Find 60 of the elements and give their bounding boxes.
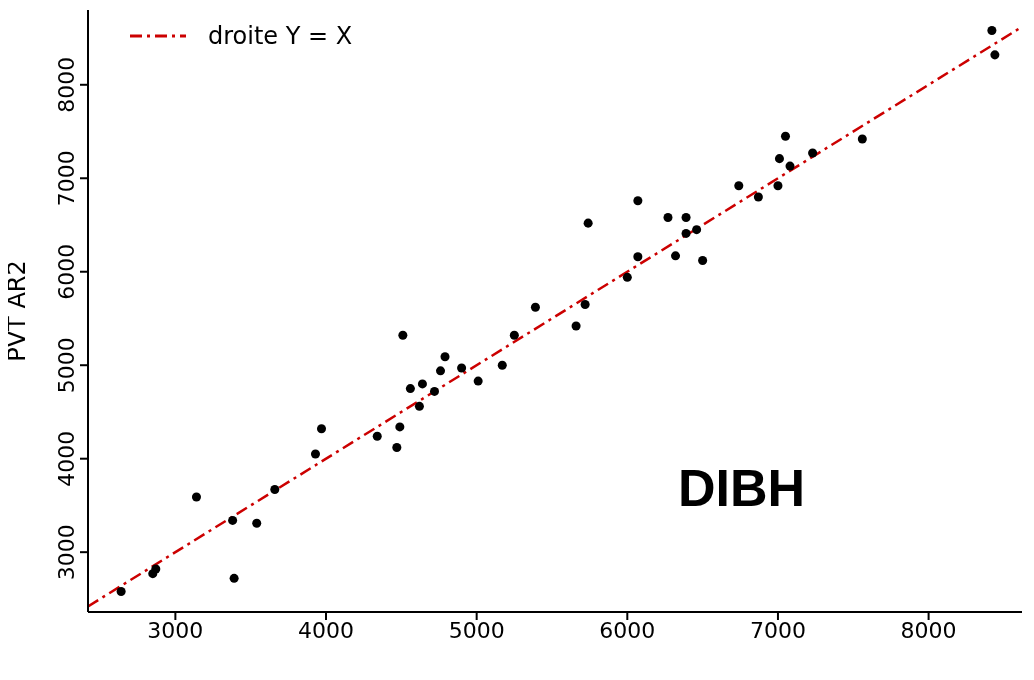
point [583, 218, 593, 228]
point [663, 213, 673, 223]
point [316, 424, 327, 434]
y-tick-label: 3000 [54, 524, 79, 581]
point [457, 363, 467, 373]
point [692, 225, 702, 235]
point [987, 26, 997, 36]
point [808, 148, 818, 158]
point [429, 386, 439, 396]
point [372, 431, 382, 441]
point [753, 192, 763, 202]
point [473, 376, 483, 386]
point [571, 321, 581, 331]
legend-label: droite Y = X [208, 22, 353, 50]
point [698, 256, 708, 266]
point [681, 228, 691, 238]
x-tick-label: 6000 [599, 617, 656, 643]
point [405, 384, 415, 394]
x-tick-label: 8000 [900, 617, 957, 643]
point [395, 422, 405, 432]
point [252, 518, 262, 528]
point [990, 50, 1000, 60]
y-tick-label: 6000 [54, 243, 79, 300]
point [734, 181, 744, 191]
y-tick-label: 8000 [54, 56, 79, 113]
point [229, 573, 239, 583]
point [191, 492, 201, 502]
point [671, 251, 681, 261]
point [774, 154, 784, 164]
point [633, 196, 643, 206]
point [392, 442, 402, 452]
point [497, 360, 507, 370]
point [270, 485, 280, 495]
y-tick-label: 4000 [54, 430, 79, 487]
point [780, 131, 790, 141]
y-tick-label: 7000 [54, 150, 79, 207]
point [580, 299, 590, 309]
point [681, 213, 691, 223]
point [773, 181, 783, 191]
point [633, 252, 643, 262]
point [509, 330, 519, 340]
y-tick-label: 5000 [54, 337, 79, 394]
point [228, 515, 238, 525]
point [310, 449, 320, 459]
point [414, 401, 424, 411]
point [622, 272, 632, 282]
x-tick-label: 7000 [749, 617, 806, 643]
point [116, 586, 126, 596]
x-tick-label: 3000 [147, 617, 204, 643]
annotation: DIBH [678, 458, 806, 518]
point [785, 161, 795, 171]
point [857, 134, 867, 144]
point [440, 352, 450, 362]
point [417, 379, 427, 389]
x-tick-label: 4000 [298, 617, 355, 643]
point [398, 330, 408, 340]
point [151, 564, 161, 574]
x-tick-label: 5000 [448, 617, 505, 643]
point [436, 366, 446, 376]
point [530, 302, 540, 312]
